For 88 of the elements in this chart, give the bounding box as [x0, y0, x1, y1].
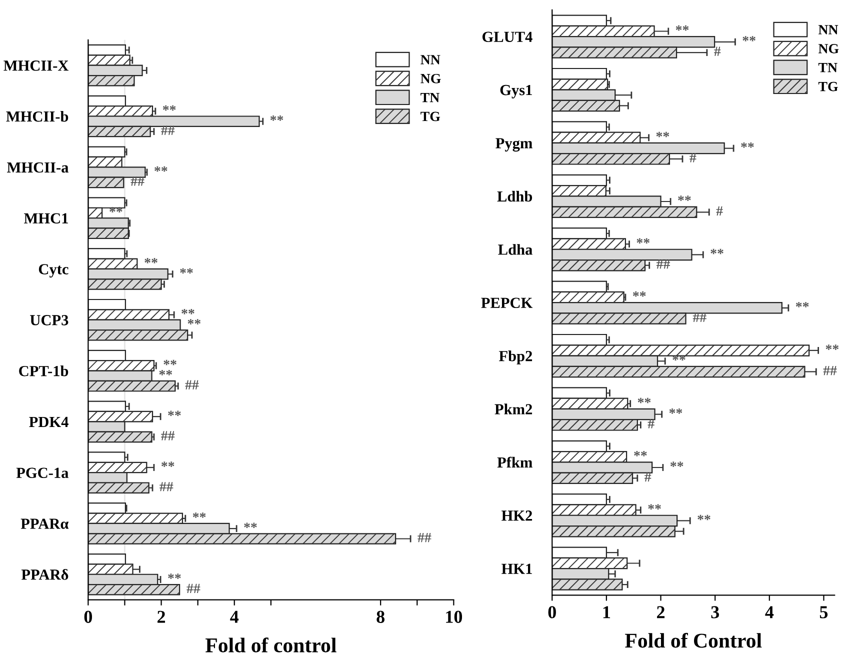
- legend-label: TN: [420, 92, 440, 102]
- data-label: **: [638, 398, 651, 404]
- data-label: **: [154, 166, 168, 172]
- data-label: **: [270, 116, 284, 121]
- data-label: ##: [161, 126, 175, 135]
- data-label: #: [690, 153, 696, 162]
- y-tick-label: Ldhb: [497, 190, 532, 202]
- y-tick-label: GLUT4: [482, 32, 532, 42]
- data-label: **: [742, 36, 756, 42]
- y-tick-label: Gys1: [500, 84, 532, 98]
- legend-label: TG: [818, 82, 838, 92]
- y-tick-label: MHCII-b: [6, 110, 68, 122]
- legend-label: NG: [420, 74, 441, 84]
- data-label: ##: [185, 380, 199, 390]
- y-tick-label: Pygm: [496, 138, 532, 152]
- y-tick-label: CPT-1b: [19, 365, 68, 376]
- y-tick-label: PDK4: [29, 416, 68, 427]
- legend-label: TN: [818, 63, 838, 72]
- legend-label: NG: [818, 44, 839, 54]
- x-tick-label: 4: [230, 610, 239, 623]
- x-tick-label: 5: [820, 606, 828, 618]
- data-label: **: [188, 319, 201, 324]
- y-tick-label: Fbp2: [498, 350, 532, 364]
- data-label: **: [741, 142, 754, 148]
- data-label: ##: [418, 532, 432, 542]
- data-label: **: [826, 344, 839, 350]
- data-label: **: [161, 462, 174, 467]
- data-label: **: [678, 196, 691, 201]
- x-tick-label: 0: [84, 610, 92, 623]
- y-tick-label: MHCII-a: [7, 162, 68, 173]
- legend-label: NN: [420, 55, 440, 64]
- y-tick-label: HK1: [502, 564, 532, 574]
- x-tick-label: 2: [657, 606, 665, 618]
- data-label: #: [644, 472, 652, 482]
- data-label: #: [714, 46, 721, 56]
- y-tick-label: MHC1: [24, 213, 68, 224]
- y-tick-label: PPARα: [20, 518, 69, 529]
- legend-label: NN: [818, 25, 838, 34]
- data-label: **: [634, 451, 647, 456]
- x-tick-label: 10: [446, 610, 462, 623]
- y-tick-label: PGC-1a: [16, 468, 68, 478]
- data-label: **: [796, 302, 809, 308]
- x-tick-label: 8: [376, 610, 384, 623]
- x-tick-label: 0: [548, 606, 556, 618]
- data-label: ##: [823, 366, 837, 376]
- data-label: ##: [161, 431, 175, 440]
- x-tick-label: 2: [158, 610, 166, 623]
- y-tick-label: PEPCK: [481, 298, 533, 308]
- x-axis-title: Fold of control: [206, 638, 336, 652]
- data-label: ##: [130, 176, 144, 186]
- y-tick-label: MHCII-X: [4, 60, 69, 71]
- data-label: **: [144, 258, 158, 264]
- data-label: **: [669, 408, 682, 414]
- data-label: **: [168, 574, 181, 579]
- data-label: **: [192, 512, 206, 518]
- data-label: **: [164, 360, 176, 366]
- data-label: **: [648, 504, 661, 510]
- y-tick-label: Pfkm: [497, 456, 532, 468]
- y-tick-label: Ldha: [498, 244, 532, 255]
- data-label: ##: [160, 482, 174, 492]
- y-tick-label: PPARδ: [21, 569, 68, 580]
- x-tick-label: 3: [711, 606, 719, 618]
- data-label: **: [710, 248, 724, 254]
- data-label: **: [632, 291, 646, 297]
- data-label: **: [656, 132, 670, 138]
- x-tick-label: 1: [603, 606, 610, 618]
- data-label: **: [168, 410, 181, 416]
- data-label: **: [636, 238, 650, 244]
- data-label: ##: [656, 260, 670, 269]
- data-label: ##: [692, 312, 706, 322]
- y-tick-label: Cytc: [38, 264, 68, 278]
- data-label: ##: [186, 584, 200, 593]
- data-label: **: [159, 370, 172, 376]
- data-label: #: [716, 206, 723, 216]
- data-label: **: [676, 25, 689, 31]
- y-tick-label: HK2: [502, 510, 532, 521]
- data-label: **: [180, 268, 193, 274]
- x-tick-label: 4: [765, 606, 774, 618]
- data-label: #: [648, 419, 654, 428]
- y-tick-label: UCP3: [30, 315, 68, 326]
- data-label: **: [670, 462, 684, 467]
- legend-label: TG: [420, 112, 440, 122]
- x-axis-title: Fold of Control: [625, 632, 762, 648]
- data-label: **: [698, 514, 710, 520]
- y-tick-label: Pkm2: [494, 404, 532, 414]
- data-label: **: [182, 308, 194, 314]
- data-label: **: [162, 105, 176, 111]
- data-label: **: [244, 522, 257, 528]
